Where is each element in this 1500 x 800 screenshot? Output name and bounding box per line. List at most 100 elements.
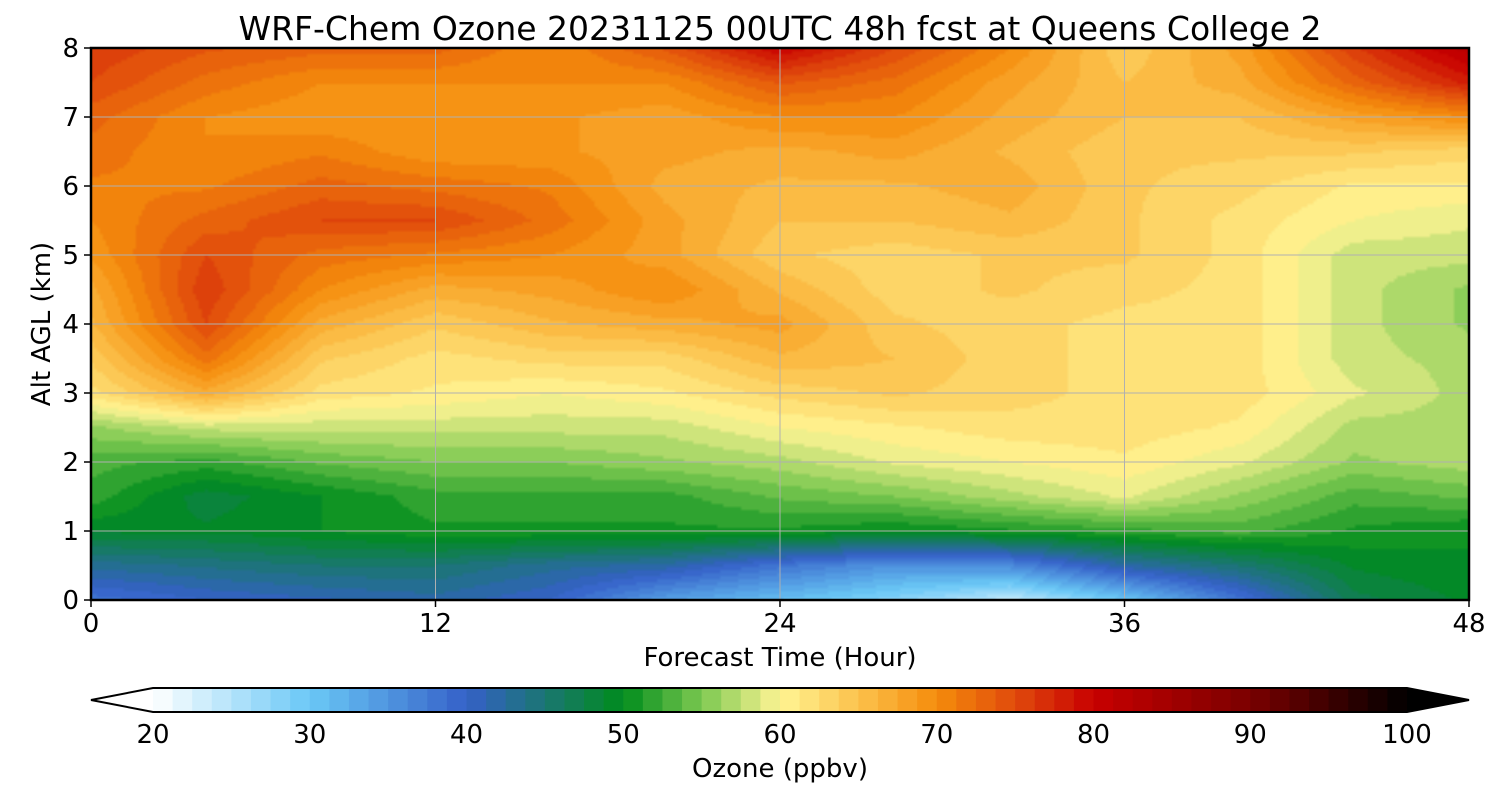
y-tick-label: 3 (62, 379, 79, 409)
colorbar-cell (780, 688, 801, 712)
colorbar-cell (231, 688, 252, 712)
colorbar-cell (799, 688, 820, 712)
colorbar-cell (936, 688, 957, 712)
colorbar-cell (838, 688, 859, 712)
colorbar-ticks: 20 30 40 50 60 70 80 90 100 (136, 720, 1431, 750)
colorbar-cell (388, 688, 409, 712)
x-tick-label: 12 (419, 609, 452, 639)
colorbar-cell (564, 688, 585, 712)
colorbar-cells (153, 688, 1408, 712)
y-tick-label: 5 (62, 241, 79, 271)
colorbar-cell (603, 688, 624, 712)
colorbar-cell (584, 688, 605, 712)
colorbar-cell (211, 688, 232, 712)
colorbar-cell (270, 688, 291, 712)
colorbar-cell (1073, 688, 1095, 712)
colorbar-tick-label: 90 (1234, 720, 1267, 750)
colorbar-cell (290, 688, 311, 712)
y-tick-label: 4 (62, 310, 79, 340)
colorbar-cell (642, 688, 664, 712)
colorbar: 20 30 40 50 60 70 80 90 100 Ozone (ppbv) (90, 687, 1470, 784)
colorbar-cell (721, 688, 742, 712)
colorbar-cell (662, 688, 683, 712)
x-axis-ticks: 0 12 24 36 48 (83, 600, 1486, 639)
colorbar-tick-label: 30 (293, 720, 326, 750)
colorbar-cell (1054, 688, 1075, 712)
colorbar-cell (1250, 688, 1271, 712)
colorbar-tick-label: 80 (1077, 720, 1110, 750)
colorbar-tick-label: 40 (450, 720, 483, 750)
plot-area (89, 46, 1471, 602)
colorbar-cell (544, 688, 566, 712)
colorbar-cell (623, 688, 644, 712)
colorbar-cell (682, 688, 703, 712)
colorbar-cell (819, 688, 840, 712)
y-axis-label: Alt AGL (km) (27, 242, 57, 406)
colorbar-cell (505, 688, 526, 712)
colorbar-cell (877, 688, 899, 712)
y-axis-ticks: 0 1 2 3 4 5 6 7 8 (62, 34, 91, 616)
colorbar-cell (427, 688, 448, 712)
grid-lines (91, 48, 1469, 600)
colorbar-cell (1289, 688, 1310, 712)
colorbar-cell (760, 688, 781, 712)
x-tick-label: 36 (1108, 609, 1141, 639)
colorbar-cell (348, 688, 370, 712)
colorbar-cell (1269, 688, 1291, 712)
colorbar-cell (1015, 688, 1036, 712)
colorbar-cell (1211, 688, 1232, 712)
colorbar-label: Ozone (ppbv) (692, 754, 868, 784)
colorbar-cell (701, 688, 722, 712)
colorbar-cell (956, 688, 977, 712)
colorbar-cell (329, 688, 350, 712)
colorbar-cell (1230, 688, 1251, 712)
colorbar-cell (1113, 688, 1134, 712)
colorbar-cell (309, 688, 330, 712)
colorbar-cell (917, 688, 938, 712)
colorbar-cell (975, 688, 997, 712)
x-tick-label: 24 (763, 609, 796, 639)
colorbar-cell (172, 688, 193, 712)
colorbar-cell (1034, 688, 1055, 712)
colorbar-cell (1152, 688, 1173, 712)
colorbar-cell (466, 688, 487, 712)
colorbar-cell (1387, 688, 1408, 712)
colorbar-cell (1132, 688, 1153, 712)
colorbar-cell (858, 688, 879, 712)
colorbar-cell (192, 688, 213, 712)
colorbar-outline (90, 687, 1470, 713)
y-tick-label: 7 (62, 103, 79, 133)
colorbar-tick-label: 70 (920, 720, 953, 750)
colorbar-cell (525, 688, 546, 712)
x-tick-label: 0 (83, 609, 100, 639)
y-tick-label: 6 (62, 172, 79, 202)
y-tick-label: 8 (62, 34, 79, 64)
colorbar-tick-label: 50 (607, 720, 640, 750)
colorbar-cell (486, 688, 507, 712)
x-tick-label: 48 (1452, 609, 1485, 639)
y-tick-label: 2 (62, 448, 79, 478)
x-axis-label: Forecast Time (Hour) (643, 643, 916, 673)
colorbar-cell (995, 688, 1016, 712)
colorbar-cell (1348, 688, 1369, 712)
colorbar-cell (446, 688, 468, 712)
colorbar-cell (740, 688, 762, 712)
colorbar-cell (1191, 688, 1212, 712)
colorbar-cell (1171, 688, 1193, 712)
colorbar-cell (1309, 688, 1330, 712)
colorbar-tick-label: 60 (763, 720, 796, 750)
colorbar-cell (407, 688, 428, 712)
colorbar-cell (250, 688, 272, 712)
colorbar-cell (1328, 688, 1349, 712)
colorbar-cell (368, 688, 389, 712)
colorbar-extend-low (91, 688, 153, 712)
colorbar-cell (897, 688, 918, 712)
y-tick-label: 1 (62, 517, 79, 547)
colorbar-extend-high (1407, 688, 1469, 712)
colorbar-cell (1367, 688, 1389, 712)
colorbar-cell (1093, 688, 1114, 712)
colorbar-cell (153, 688, 174, 712)
colorbar-tick-label: 100 (1382, 720, 1432, 750)
y-tick-label: 0 (62, 586, 79, 616)
